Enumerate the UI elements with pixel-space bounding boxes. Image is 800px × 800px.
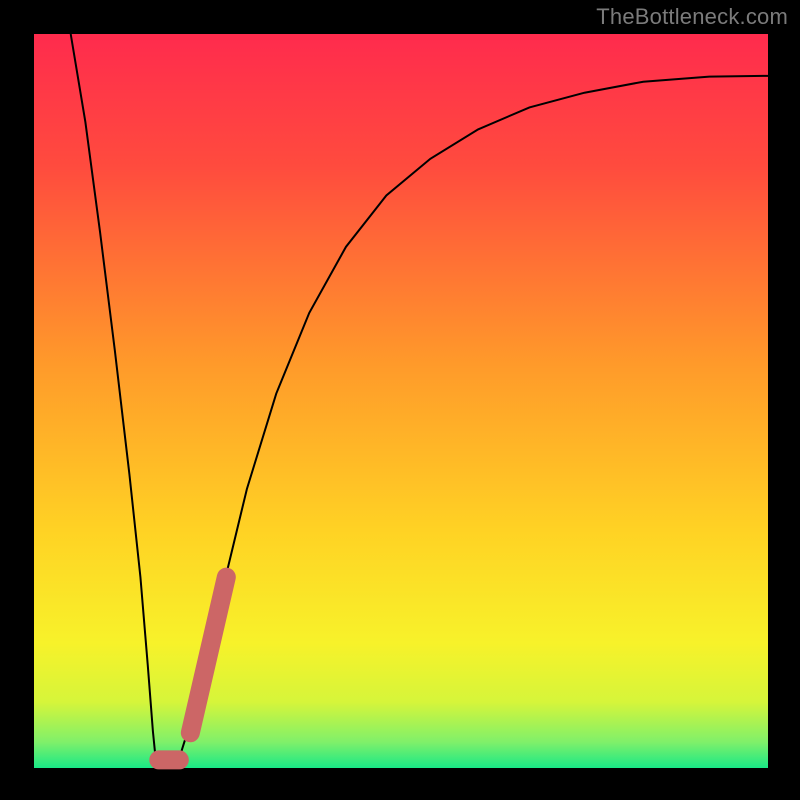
plot-area <box>34 34 768 768</box>
highlight-segment <box>190 577 226 733</box>
bottleneck-curve <box>71 34 768 766</box>
attribution-text: TheBottleneck.com <box>596 4 788 30</box>
plot-overlay <box>34 34 768 768</box>
